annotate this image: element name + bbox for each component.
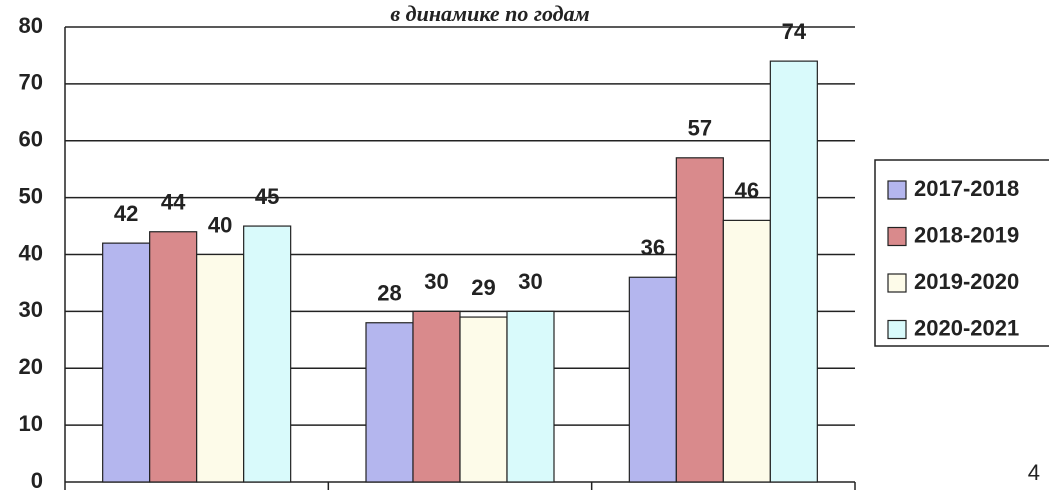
value-label: 46 [735, 178, 759, 203]
y-tick-label: 10 [19, 411, 43, 436]
value-label: 42 [114, 201, 138, 226]
value-label: 29 [471, 275, 495, 300]
value-label: 45 [255, 184, 279, 209]
y-tick-label: 20 [19, 354, 43, 379]
value-label: 44 [161, 190, 186, 215]
legend-swatch [887, 226, 907, 247]
bar [149, 231, 198, 483]
y-tick-label: 50 [19, 183, 43, 208]
value-label: 40 [208, 212, 232, 237]
y-tick-label: 30 [19, 297, 43, 322]
page-number: 4 [1028, 460, 1040, 485]
y-tick-label: 70 [19, 70, 43, 95]
legend-swatch [887, 319, 907, 340]
value-label: 74 [782, 19, 807, 44]
value-label: 57 [688, 116, 712, 141]
y-tick-label: 0 [31, 468, 43, 490]
legend-label: 2018-2019 [914, 222, 1019, 247]
bar [769, 60, 818, 483]
legend-label: 2019-2020 [914, 269, 1019, 294]
y-tick-label: 60 [19, 127, 43, 152]
bar [675, 157, 724, 483]
legend-swatch [887, 273, 907, 293]
bar [412, 310, 461, 483]
bar [459, 316, 508, 483]
bar [243, 225, 292, 483]
bar [365, 322, 414, 483]
value-label: 30 [424, 269, 448, 294]
bar [722, 219, 771, 483]
bar [196, 253, 245, 483]
bar [102, 242, 151, 483]
y-tick-label: 80 [19, 13, 43, 38]
legend-swatch [887, 180, 907, 200]
chart-title: в динамике по годам [390, 1, 589, 26]
value-label: 28 [377, 281, 401, 306]
legend-label: 2017-2018 [914, 176, 1019, 201]
value-label: 36 [641, 235, 665, 260]
value-label: 30 [518, 269, 542, 294]
y-tick-label: 40 [19, 240, 43, 265]
bar [628, 276, 677, 483]
legend-label: 2020-2021 [914, 315, 1019, 340]
bar [506, 310, 555, 483]
